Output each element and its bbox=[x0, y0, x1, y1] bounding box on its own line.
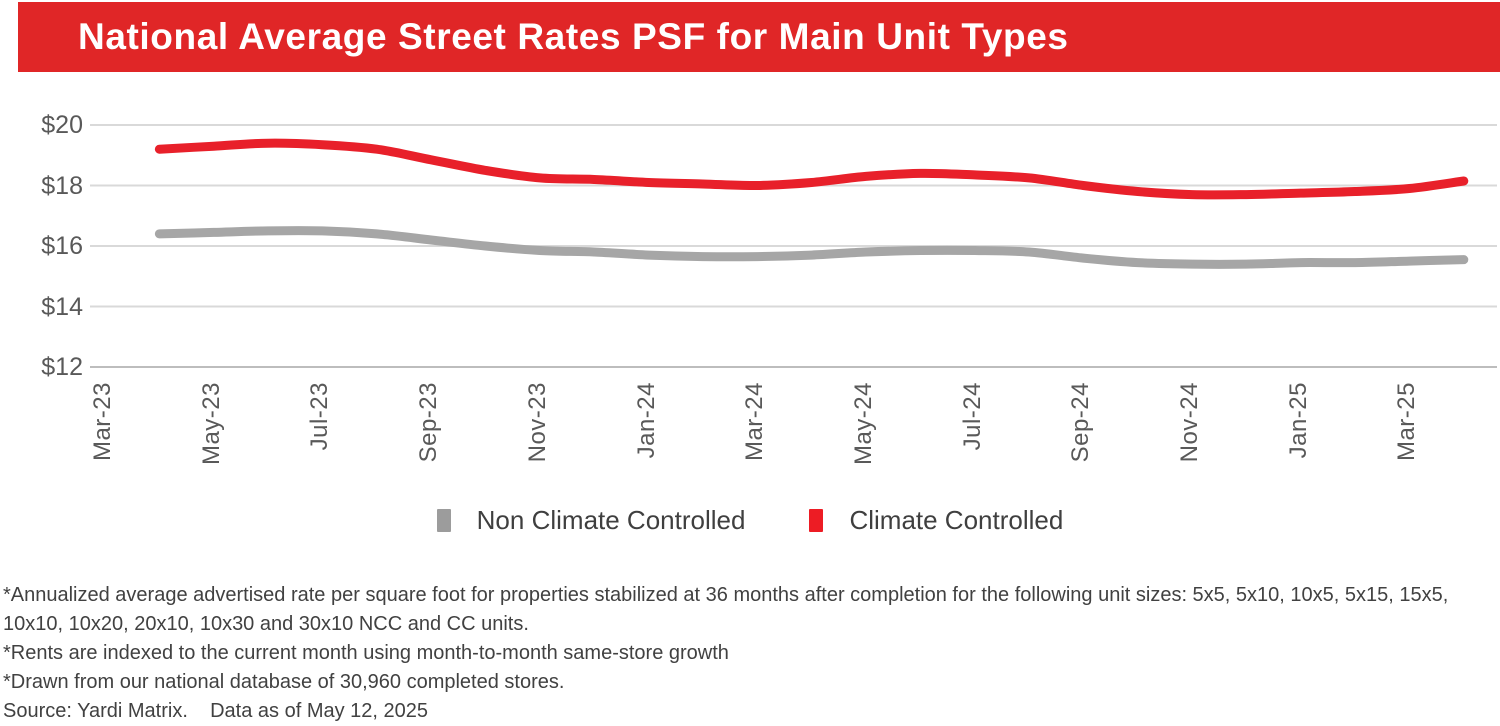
legend-label: Climate Controlled bbox=[849, 505, 1064, 535]
y-tick-label: $20 bbox=[41, 111, 83, 139]
x-tick-label: Mar-24 bbox=[741, 382, 769, 462]
footnote-line: 10x10, 10x20, 20x10, 10x30 and 30x10 NCC… bbox=[3, 613, 529, 635]
legend-swatch bbox=[436, 509, 451, 532]
legend: Non Climate Controlled Climate Controlled bbox=[0, 505, 1500, 536]
chart-area: $20 $18 $16 $14 $12 Mar-23 May-23 Jul-23 Sep-23… bbox=[0, 72, 1500, 502]
y-tick-label: $14 bbox=[41, 292, 83, 321]
chart-title: National Average Street Rates PSF for Ma… bbox=[78, 16, 1069, 57]
x-tick-label: Jul-23 bbox=[306, 382, 334, 451]
x-tick-label: Jan-24 bbox=[632, 382, 660, 459]
x-tick-label: Nov-23 bbox=[523, 382, 551, 463]
x-tick-label: Jan-25 bbox=[1284, 382, 1312, 459]
title-banner: National Average Street Rates PSF for Ma… bbox=[18, 2, 1500, 72]
y-tick-label: $16 bbox=[41, 232, 83, 260]
footnote-line: *Rents are indexed to the current month … bbox=[3, 642, 729, 664]
x-tick-label: Jul-24 bbox=[958, 382, 986, 451]
footnote-line: *Drawn from our national database of 30,… bbox=[3, 671, 565, 693]
x-tick-label: May-23 bbox=[197, 382, 225, 466]
y-tick-label: $18 bbox=[41, 171, 83, 200]
footnotes: *Annualized average advertised rate per … bbox=[3, 581, 1493, 726]
legend-label: Non Climate Controlled bbox=[476, 505, 746, 535]
legend-item-climate-controlled: Climate Controlled bbox=[809, 505, 1063, 536]
x-tick-label: Sep-23 bbox=[415, 382, 443, 463]
footnote-line: Source: Yardi Matrix. Data as of May 12,… bbox=[3, 700, 429, 722]
x-tick-label: May-24 bbox=[849, 382, 877, 466]
x-tick-label: Mar-25 bbox=[1393, 382, 1421, 462]
legend-item-non-climate-controlled: Non Climate Controlled bbox=[436, 505, 746, 536]
legend-swatch bbox=[809, 509, 824, 532]
x-tick-label: Nov-24 bbox=[1176, 382, 1203, 463]
footnote-line: *Annualized average advertised rate per … bbox=[3, 584, 1449, 606]
line-chart bbox=[90, 124, 1497, 368]
x-tick-label: Mar-23 bbox=[89, 382, 116, 462]
x-tick-label: Sep-24 bbox=[1067, 382, 1095, 463]
series-line-non-climate-controlled bbox=[154, 226, 1469, 269]
series-line-climate-controlled bbox=[154, 138, 1469, 200]
y-tick-label: $12 bbox=[41, 353, 83, 381]
